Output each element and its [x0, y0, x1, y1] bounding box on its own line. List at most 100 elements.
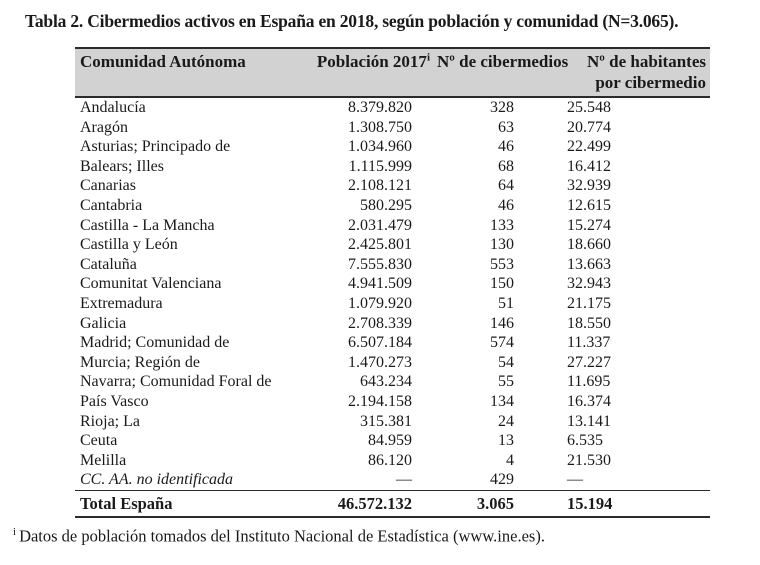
- population-cell: 580.295: [360, 196, 412, 214]
- per-capita-cell: 21.530: [567, 451, 611, 469]
- media-count-cell: 4: [506, 451, 514, 469]
- table-row: Melilla 86.120 4 21.530: [75, 451, 710, 471]
- table-row: País Vasco 2.194.158 134 16.374: [75, 392, 710, 412]
- media-count-cell: 64: [498, 177, 514, 195]
- header-cibermedios-label: Nº de cibermedios: [437, 52, 569, 71]
- table-row: Comunitat Valenciana 4.941.509 150 32.94…: [75, 274, 710, 294]
- table-row: Ceuta 84.959 13 6.535: [75, 431, 710, 451]
- header-comunidad: Comunidad Autónoma: [75, 47, 288, 98]
- media-count-cell: 55: [498, 373, 514, 391]
- table-row: Galicia 2.708.339 146 18.550: [75, 314, 710, 334]
- community-cell: Castilla y León: [80, 236, 178, 254]
- footnote: i Datos de población tomados del Institut…: [13, 526, 545, 547]
- community-cell: Extremadura: [80, 294, 163, 312]
- community-cell: Melilla: [80, 451, 127, 469]
- population-cell: 315.381: [360, 412, 412, 430]
- media-count-cell: 553: [490, 255, 514, 273]
- community-cell: Asturias; Principado de: [80, 138, 231, 156]
- population-cell: 4.941.509: [348, 275, 412, 293]
- per-capita-cell: 20.774: [567, 118, 611, 136]
- community-cell: Aragón: [80, 118, 128, 136]
- per-capita-cell: 11.695: [567, 373, 611, 391]
- table-row: Castilla - La Mancha 2.031.479 133 15.27…: [75, 216, 710, 236]
- header-poblacion: Población 2017i: [288, 47, 433, 98]
- population-cell: 84.959: [368, 432, 412, 450]
- community-cell: Andalucía: [80, 99, 146, 116]
- media-count-cell: 574: [490, 334, 514, 352]
- media-count-cell: 51: [498, 294, 514, 312]
- header-habitantes: Nº de habitantes por cibermedio: [565, 47, 710, 98]
- media-count-cell: 150: [490, 275, 514, 293]
- population-cell: 1.308.750: [348, 118, 412, 136]
- per-capita-cell: 13.141: [567, 412, 611, 430]
- per-capita-cell: 15.194: [565, 489, 710, 518]
- table-row: Asturias; Principado de 1.034.960 46 22.…: [75, 137, 710, 157]
- per-capita-cell: 6.535: [567, 432, 603, 450]
- population-cell: 86.120: [368, 451, 412, 469]
- media-count-cell: 146: [490, 314, 514, 332]
- population-cell: 1.115.999: [348, 157, 412, 175]
- community-cell: Castilla - La Mancha: [80, 216, 215, 234]
- header-cibermedios: Nº de cibermedios: [433, 47, 569, 98]
- population-cell: 2.108.121: [348, 177, 412, 195]
- population-cell: 643.234: [360, 373, 412, 391]
- table-row: Cataluña 7.555.830 553 13.663: [75, 255, 710, 275]
- community-cell: Rioja; La: [80, 412, 140, 430]
- header-poblacion-label: Población 2017: [316, 52, 427, 71]
- per-capita-cell: 12.615: [567, 196, 611, 214]
- community-cell: Cantabria: [80, 196, 143, 214]
- table-row: Total España 46.572.132 3.065 15.194: [75, 489, 710, 518]
- media-count-cell: 63: [498, 118, 514, 136]
- table-header-row: Comunidad Autónoma Población 2017i Nº de…: [75, 47, 710, 98]
- per-capita-cell: 18.660: [567, 236, 611, 254]
- per-capita-cell: 13.663: [567, 255, 611, 273]
- population-cell: 1.470.273: [348, 353, 412, 371]
- community-cell: Canarias: [80, 177, 136, 195]
- population-cell: 2.425.801: [348, 236, 412, 254]
- community-cell: Navarra; Comunidad Foral de: [80, 373, 272, 391]
- population-cell: 46.572.132: [288, 489, 433, 518]
- media-count-cell: 46: [498, 196, 514, 214]
- media-count-cell: 24: [498, 412, 514, 430]
- per-capita-cell: 21.175: [567, 294, 611, 312]
- table-row: CC. AA. no identificada — 429 —: [75, 470, 710, 490]
- community-cell: CC. AA. no identificada: [80, 471, 234, 489]
- media-count-cell: 429: [490, 471, 514, 489]
- community-cell: Cataluña: [80, 255, 137, 273]
- population-cell: 7.555.830: [348, 255, 412, 273]
- header-poblacion-footnote-marker: i: [426, 51, 430, 64]
- table-row: Murcia; Región de 1.470.273 54 27.227: [75, 353, 710, 373]
- header-habitantes-line2: por cibermedio: [595, 73, 706, 92]
- media-count-cell: 68: [498, 157, 514, 175]
- table-row: Extremadura 1.079.920 51 21.175: [75, 294, 710, 314]
- per-capita-cell: 27.227: [567, 353, 611, 371]
- population-cell: 8.379.820: [348, 99, 412, 116]
- table-row: Balears; Illes 1.115.999 68 16.412: [75, 157, 710, 177]
- table-row: Canarias 2.108.121 64 32.939: [75, 176, 710, 196]
- footnote-text: Datos de población tomados del Instituto…: [19, 526, 545, 546]
- header-habitantes-line1: Nº de habitantes: [587, 52, 706, 71]
- table-row: Rioja; La 315.381 24 13.141: [75, 412, 710, 432]
- data-table: Comunidad Autónoma Población 2017i Nº de…: [75, 47, 710, 518]
- population-cell: 2.031.479: [348, 216, 412, 234]
- community-cell: Comunitat Valenciana: [80, 275, 222, 293]
- population-cell: 6.507.184: [348, 334, 412, 352]
- community-cell: Madrid; Comunidad de: [80, 334, 230, 352]
- media-count-cell: 46: [498, 138, 514, 156]
- population-cell: 2.708.339: [348, 314, 412, 332]
- table-row: Andalucía 8.379.820 328 25.548: [75, 97, 710, 118]
- table-title: Tabla 2. Cibermedios activos en España e…: [25, 11, 679, 31]
- per-capita-cell: 32.943: [567, 275, 611, 293]
- community-cell: Total España: [75, 489, 288, 518]
- header-comunidad-label: Comunidad Autónoma: [80, 52, 246, 71]
- per-capita-cell: 18.550: [567, 314, 611, 332]
- media-count-cell: 3.065: [433, 489, 565, 518]
- media-count-cell: 13: [498, 432, 514, 450]
- table-body: Andalucía 8.379.820 328 25.548 Aragón 1.…: [75, 97, 710, 518]
- per-capita-cell: 32.939: [567, 177, 611, 195]
- media-count-cell: 130: [490, 236, 514, 254]
- community-cell: Ceuta: [80, 432, 118, 450]
- table-row: Navarra; Comunidad Foral de 643.234 55 1…: [75, 372, 710, 392]
- table-row: Aragón 1.308.750 63 20.774: [75, 118, 710, 138]
